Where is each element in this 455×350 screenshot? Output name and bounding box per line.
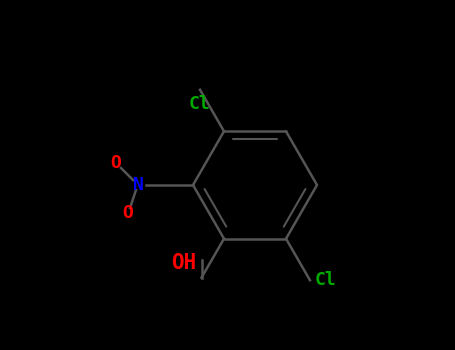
Text: Cl: Cl <box>315 271 337 289</box>
Text: N: N <box>132 176 143 194</box>
Text: O: O <box>122 204 133 222</box>
Text: O: O <box>111 154 121 172</box>
Text: OH: OH <box>171 253 197 273</box>
Text: Cl: Cl <box>189 95 211 113</box>
